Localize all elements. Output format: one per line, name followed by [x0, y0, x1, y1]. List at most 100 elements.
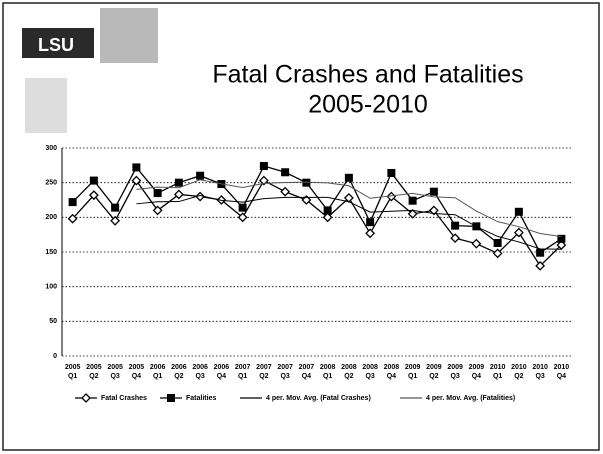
data-point [535, 260, 546, 271]
x-tick-label: Q1 [238, 373, 247, 380]
x-tick-label: Q1 [408, 373, 417, 380]
data-point [258, 175, 269, 186]
data-point [152, 205, 163, 216]
data-point [237, 212, 248, 223]
x-tick-label: Q2 [514, 373, 523, 380]
x-tick-label: Q2 [174, 373, 183, 380]
data-point [259, 162, 268, 171]
data-point [281, 168, 290, 177]
x-tick-label: 2006 [192, 364, 208, 371]
data-point [408, 196, 417, 205]
data-point [132, 163, 141, 172]
x-tick-label: Q3 [195, 373, 204, 380]
series-line [72, 179, 562, 267]
y-tick-label: 0 [53, 353, 57, 360]
data-point [238, 203, 247, 212]
data-point [344, 173, 353, 182]
x-tick-label: 2009 [405, 364, 421, 371]
x-tick-label: 2005 [129, 364, 145, 371]
x-tick-label: Q4 [132, 373, 141, 380]
data-point [153, 189, 162, 198]
data-point [89, 176, 98, 185]
x-tick-label: 2009 [447, 364, 463, 371]
x-tick-label: Q1 [68, 373, 77, 380]
data-point [513, 227, 524, 238]
data-point [323, 206, 332, 215]
data-point [302, 178, 311, 187]
chart-title: Fatal Crashes and Fatalities [212, 61, 523, 89]
y-tick-label: 150 [45, 249, 57, 256]
x-tick-label: 2005 [65, 364, 81, 371]
x-tick-label: 2007 [299, 364, 315, 371]
x-tick-label: 2007 [256, 364, 272, 371]
legend-marker [167, 394, 175, 402]
y-tick-label: 50 [49, 318, 57, 325]
x-tick-label: Q4 [302, 373, 311, 380]
x-tick-label: Q3 [450, 373, 459, 380]
data-point [514, 207, 523, 216]
x-tick-label: 2007 [277, 364, 293, 371]
data-point [301, 195, 312, 205]
y-tick-label: 300 [45, 145, 57, 152]
data-point [68, 198, 77, 207]
y-tick-label: 100 [45, 284, 57, 291]
data-point [536, 248, 545, 257]
x-tick-label: Q3 [110, 373, 119, 380]
x-tick-label: 2010 [554, 364, 570, 371]
x-tick-label: Q1 [153, 373, 162, 380]
x-tick-label: 2007 [235, 364, 251, 371]
legend-label: Fatal Crashes [101, 395, 147, 402]
x-tick-label: Q2 [429, 373, 438, 380]
x-tick-label: 2010 [490, 364, 506, 371]
data-point [173, 189, 184, 200]
data-point [111, 203, 120, 212]
data-point [471, 238, 482, 249]
x-tick-label: Q2 [259, 373, 268, 380]
data-point [88, 190, 99, 201]
x-tick-label: Q4 [387, 373, 396, 380]
logo-text: LSU [38, 35, 74, 55]
legend-label: Fatalities [186, 395, 216, 402]
data-point [428, 205, 439, 216]
data-point [280, 186, 291, 197]
x-tick-label: 2006 [171, 364, 187, 371]
data-point [492, 248, 503, 259]
x-tick-label: Q4 [557, 373, 566, 380]
x-tick-label: 2009 [469, 364, 485, 371]
x-tick-label: 2009 [426, 364, 442, 371]
data-point [110, 215, 121, 226]
x-tick-label: Q2 [344, 373, 353, 380]
x-tick-label: Q3 [535, 373, 544, 380]
data-point [131, 175, 142, 186]
series-line [136, 194, 562, 250]
x-tick-label: 2010 [511, 364, 527, 371]
data-point [365, 228, 376, 239]
x-tick-label: 2008 [384, 364, 400, 371]
x-tick-label: Q4 [472, 373, 481, 380]
x-tick-label: Q3 [365, 373, 374, 380]
legend-label: 4 per. Mov. Avg. (Fatalities) [426, 395, 515, 402]
x-tick-label: 2005 [86, 364, 102, 371]
x-tick-label: 2010 [532, 364, 548, 371]
data-point [429, 187, 438, 196]
data-point [387, 168, 396, 177]
data-point [366, 218, 375, 227]
chart-title: 2005-2010 [308, 91, 428, 119]
x-tick-label: 2008 [362, 364, 378, 371]
data-point [196, 171, 205, 180]
data-point [407, 208, 418, 219]
legend-marker [81, 393, 91, 403]
x-tick-label: Q4 [217, 373, 226, 380]
data-point [450, 233, 461, 244]
data-point [322, 212, 333, 223]
x-tick-label: Q2 [89, 373, 98, 380]
y-tick-label: 250 [45, 180, 57, 187]
x-tick-label: 2005 [107, 364, 123, 371]
x-tick-label: 2008 [341, 364, 357, 371]
x-tick-label: 2006 [150, 364, 166, 371]
data-point [195, 191, 206, 202]
x-tick-label: Q3 [280, 373, 289, 380]
data-point [174, 178, 183, 187]
